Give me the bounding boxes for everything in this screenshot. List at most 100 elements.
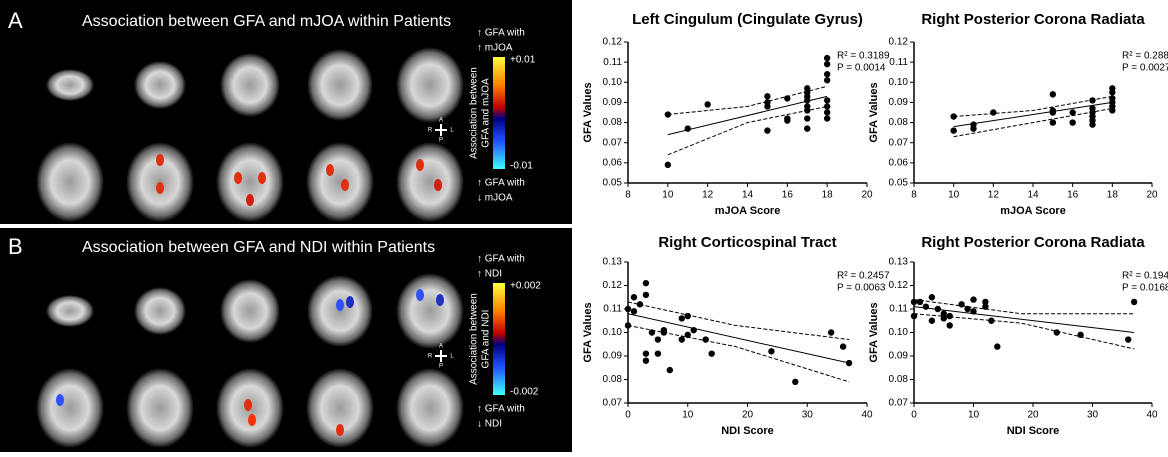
x-axis-label: NDI Score	[721, 425, 774, 437]
brain-slice	[36, 368, 104, 448]
brain-slice	[36, 142, 104, 222]
data-point	[784, 95, 790, 101]
activation-cluster	[156, 182, 164, 194]
x-tick-label: 8	[911, 190, 917, 201]
y-tick-label: 0.10	[889, 77, 909, 88]
color-bar-label: Association between	[469, 67, 480, 159]
y-axis-label: GFA Values	[582, 82, 594, 142]
data-point	[704, 101, 710, 107]
chart-title: Right Posterior Corona Radiata	[921, 11, 1145, 28]
data-point	[958, 301, 964, 307]
color-bar-label: GFA and NDI	[481, 310, 492, 369]
stat-annotation: P = 0.0027	[1122, 63, 1168, 74]
chart-title: Left Cingulum (Cingulate Gyrus)	[632, 11, 863, 28]
data-point	[824, 61, 830, 67]
brain-slice	[220, 279, 280, 343]
activation-cluster	[336, 424, 344, 436]
panel-title: Association between GFA and NDI within P…	[82, 239, 435, 256]
y-tick-label: 0.07	[889, 398, 909, 409]
data-point	[950, 127, 956, 133]
data-point	[625, 306, 631, 312]
data-point	[643, 292, 649, 298]
x-axis-label: mJOA Score	[1000, 205, 1066, 217]
data-point	[804, 115, 810, 121]
data-point	[768, 348, 774, 354]
brain-slice	[396, 368, 464, 448]
y-tick-label: 0.11	[889, 304, 908, 315]
x-tick-label: 30	[802, 410, 814, 421]
data-point	[643, 350, 649, 356]
y-tick-label: 0.09	[889, 97, 909, 108]
data-point	[631, 308, 637, 314]
data-point	[1125, 336, 1131, 342]
data-point	[824, 77, 830, 83]
data-point	[649, 329, 655, 335]
data-point	[1077, 332, 1083, 338]
data-point	[1050, 91, 1056, 97]
data-point	[637, 301, 643, 307]
activation-cluster	[246, 194, 254, 206]
ci-lower	[668, 106, 827, 154]
x-axis-label: NDI Score	[1007, 425, 1060, 437]
data-point	[631, 294, 637, 300]
x-axis-label: mJOA Score	[715, 205, 781, 217]
color-bar-max: +0.002	[510, 281, 541, 292]
activation-cluster	[156, 154, 164, 166]
x-tick-label: 10	[682, 410, 694, 421]
y-tick-label: 0.07	[603, 137, 623, 148]
data-point	[804, 107, 810, 113]
brain-slice	[216, 142, 284, 222]
stat-annotation: R² = 0.2882	[1122, 51, 1168, 62]
data-point	[840, 343, 846, 349]
color-bar-min: -0.01	[510, 161, 533, 172]
y-tick-label: 0.08	[889, 117, 909, 128]
brain-slice	[46, 69, 94, 101]
y-axis-label: GFA Values	[582, 302, 594, 362]
data-point	[1054, 329, 1060, 335]
y-tick-label: 0.13	[603, 257, 623, 268]
ci-upper	[914, 300, 1134, 314]
activation-cluster	[248, 414, 256, 426]
fit-line	[668, 96, 827, 134]
y-tick-label: 0.05	[889, 178, 909, 189]
stat-annotation: P = 0.0014	[837, 63, 886, 74]
x-tick-label: 12	[988, 190, 1000, 201]
data-point	[990, 109, 996, 115]
brain-slice	[134, 287, 186, 335]
color-bar-min: -0.002	[510, 387, 539, 398]
data-point	[1109, 107, 1115, 113]
x-tick-label: 20	[1146, 190, 1158, 201]
data-point	[792, 379, 798, 385]
stat-annotation: P = 0.0063	[837, 283, 886, 294]
stat-annotation: R² = 0.3189	[837, 51, 890, 62]
activation-cluster	[244, 399, 252, 411]
color-bar-label: GFA and mJOA	[481, 78, 492, 148]
color-bar	[493, 57, 505, 169]
x-tick-label: 20	[742, 410, 754, 421]
data-point	[665, 162, 671, 168]
stat-annotation: P = 0.0168	[1122, 283, 1168, 294]
data-point	[1109, 89, 1115, 95]
activation-cluster	[234, 172, 242, 184]
data-point	[665, 111, 671, 117]
brain-slice	[126, 368, 194, 448]
panel-divider	[0, 224, 572, 228]
x-tick-label: 18	[822, 190, 834, 201]
data-point	[824, 71, 830, 77]
data-point	[764, 127, 770, 133]
data-point	[1069, 119, 1075, 125]
activation-cluster	[346, 296, 354, 308]
x-tick-label: 0	[911, 410, 917, 421]
y-tick-label: 0.08	[603, 374, 623, 385]
brain-slice	[396, 47, 464, 123]
x-tick-label: 14	[1027, 190, 1039, 201]
data-point	[1089, 97, 1095, 103]
data-point	[1050, 109, 1056, 115]
y-axis-label: GFA Values	[868, 302, 880, 362]
data-point	[764, 103, 770, 109]
x-tick-label: 20	[861, 190, 873, 201]
orientation-label: R	[428, 354, 433, 360]
activation-cluster	[436, 294, 444, 306]
data-point	[679, 336, 685, 342]
y-tick-label: 0.10	[603, 327, 623, 338]
